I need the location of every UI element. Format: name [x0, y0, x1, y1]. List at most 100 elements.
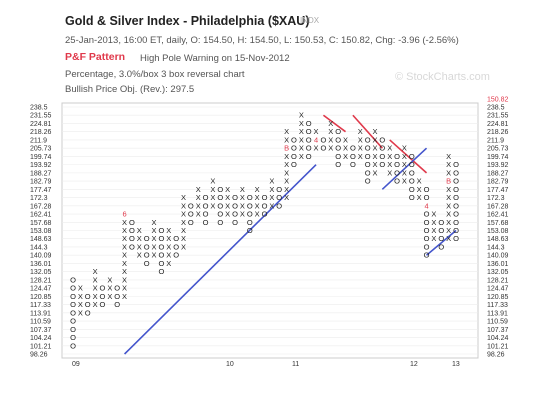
o-box: O [70, 284, 76, 293]
x-box: X [446, 201, 451, 210]
x-box: X [269, 201, 274, 210]
x-box: X [137, 251, 142, 260]
chart-title: Gold & Silver Index - Philadelphia ($XAU… [65, 14, 310, 28]
o-box: O [453, 185, 459, 194]
o-box: O [424, 193, 430, 202]
y-tick-label-right: 120.85 [487, 294, 509, 301]
o-box: O [291, 135, 297, 144]
y-tick-label-right: 117.33 [487, 302, 508, 309]
y-tick-label-left: 144.3 [30, 244, 48, 251]
x-box: X [299, 119, 304, 128]
x-box: X [372, 168, 377, 177]
o-box: O [70, 308, 76, 317]
x-box: X [402, 152, 407, 161]
o-box: O [129, 234, 135, 243]
x-tick-label: 09 [72, 361, 80, 368]
o-box: O [453, 226, 459, 235]
y-tick-label-left: 162.41 [30, 212, 52, 219]
x-box: X [240, 210, 245, 219]
y-tick-label-right: 199.74 [487, 154, 509, 161]
o-box: O [306, 119, 312, 128]
o-box: O [424, 242, 430, 251]
x-box: X [255, 210, 260, 219]
x-box: X [417, 185, 422, 194]
x-box: X [122, 226, 127, 235]
y-tick-label-right: 144.3 [487, 244, 505, 251]
x-box: X [93, 300, 98, 309]
o-box: O [379, 152, 385, 161]
o-box: O [262, 193, 268, 202]
x-box: X [137, 242, 142, 251]
o-box: O [247, 193, 253, 202]
y-tick-label-left: 148.63 [30, 236, 52, 243]
month-marker: 4 [314, 135, 318, 144]
o-box: O [70, 341, 76, 350]
o-box: O [100, 284, 106, 293]
o-box: O [335, 127, 341, 136]
o-box: O [158, 259, 164, 268]
y-tick-label-left: 231.55 [30, 113, 52, 120]
o-box: O [438, 242, 444, 251]
o-box: O [409, 168, 415, 177]
o-box: O [409, 185, 415, 194]
x-box: X [387, 152, 392, 161]
x-box: X [255, 201, 260, 210]
o-box: O [70, 275, 76, 284]
x-tick-label: 12 [410, 361, 418, 368]
y-tick-label-right: 182.79 [487, 179, 509, 186]
y-tick-label-right: 211.9 [487, 137, 504, 144]
x-box: X [328, 144, 333, 153]
o-box: O [453, 201, 459, 210]
x-box: X [78, 308, 83, 317]
o-box: O [70, 300, 76, 309]
x-box: X [284, 168, 289, 177]
y-tick-label-left: 101.21 [30, 343, 52, 350]
o-box: O [438, 218, 444, 227]
x-box: X [225, 185, 230, 194]
o-box: O [203, 201, 209, 210]
x-tick-label: 13 [452, 361, 460, 368]
y-tick-label-right: 107.37 [487, 327, 509, 334]
x-box: X [181, 226, 186, 235]
x-box: X [284, 185, 289, 194]
trendline [322, 114, 346, 133]
o-box: O [70, 292, 76, 301]
o-box: O [424, 234, 430, 243]
month-marker: 6 [122, 210, 126, 219]
o-box: O [438, 234, 444, 243]
o-box: O [424, 185, 430, 194]
x-box: X [446, 160, 451, 169]
o-box: O [306, 127, 312, 136]
x-box: X [372, 152, 377, 161]
x-box: X [284, 160, 289, 169]
o-box: O [173, 242, 179, 251]
y-tick-label-left: 224.81 [30, 121, 52, 128]
x-box: X [196, 201, 201, 210]
o-box: O [114, 284, 120, 293]
o-box: O [409, 160, 415, 169]
x-box: X [166, 251, 171, 260]
y-tick-label-right: 132.05 [487, 269, 509, 276]
o-box: O [158, 242, 164, 251]
x-box: X [343, 144, 348, 153]
x-box: X [387, 144, 392, 153]
o-box: O [232, 201, 238, 210]
x-box: X [431, 226, 436, 235]
x-box: X [299, 127, 304, 136]
watermark: © StockCharts.com [395, 71, 490, 83]
o-box: O [335, 152, 341, 161]
o-box: O [203, 218, 209, 227]
x-box: X [225, 193, 230, 202]
o-box: O [247, 201, 253, 210]
x-box: X [240, 185, 245, 194]
x-box: X [240, 193, 245, 202]
x-tick-label: 10 [226, 361, 234, 368]
x-box: X [166, 226, 171, 235]
x-box: X [122, 242, 127, 251]
y-tick-label-left: 218.26 [30, 129, 52, 136]
y-tick-label-right: 205.73 [487, 146, 509, 153]
month-marker: B [446, 177, 451, 186]
o-box: O [85, 292, 91, 301]
y-tick-label-right: 231.55 [487, 113, 509, 120]
x-box: X [225, 201, 230, 210]
